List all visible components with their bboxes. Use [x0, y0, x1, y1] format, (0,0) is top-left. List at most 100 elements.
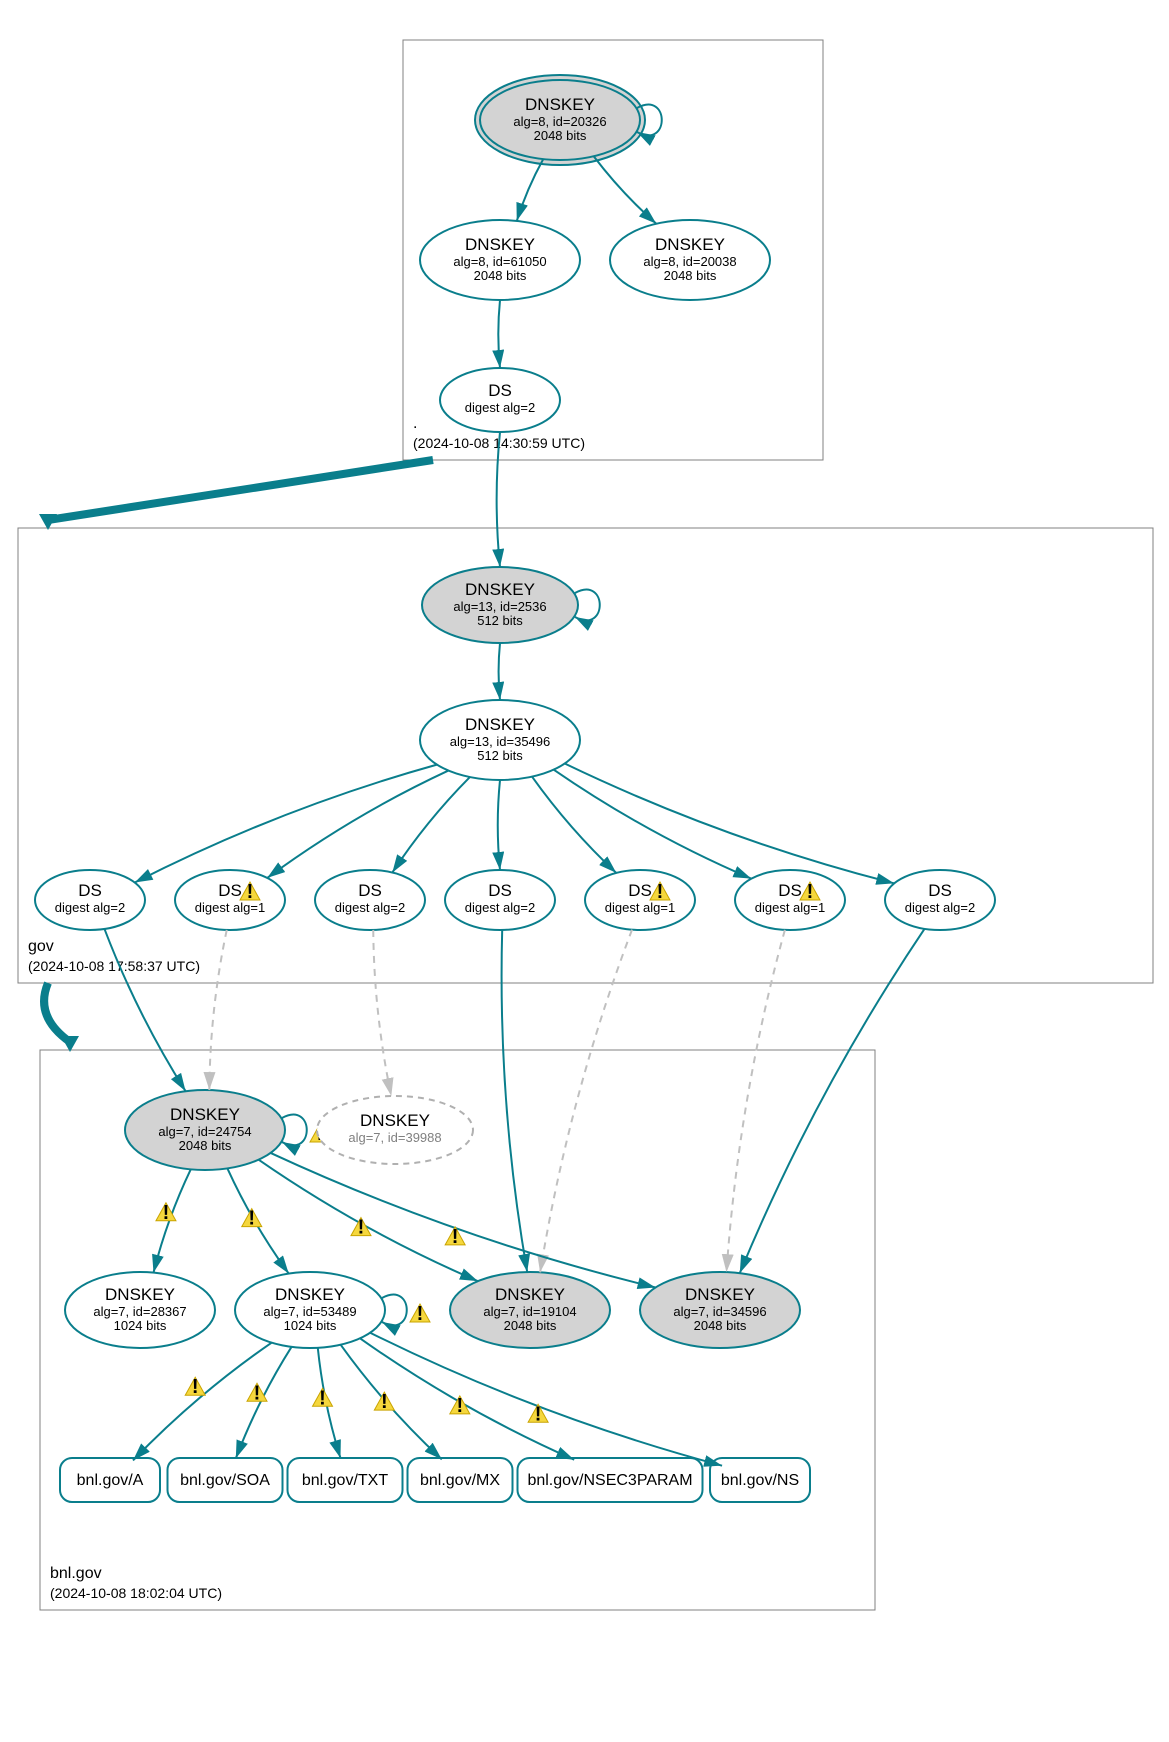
node-bnl_k3: DNSKEYalg=7, id=191042048 bits: [450, 1272, 610, 1348]
svg-text:2048 bits: 2048 bits: [179, 1138, 232, 1153]
svg-text:!: !: [248, 1208, 255, 1230]
node-gov_ds7: DSdigest alg=2: [885, 870, 995, 930]
svg-text:DS: DS: [78, 881, 102, 900]
svg-text:alg=8, id=20326: alg=8, id=20326: [513, 114, 606, 129]
svg-text:1024 bits: 1024 bits: [114, 1318, 167, 1333]
warning-icon: !: [528, 1403, 548, 1425]
node-gov_ds2: DSdigest alg=1: [175, 870, 285, 930]
node-bnl_k2: DNSKEYalg=7, id=534891024 bits: [235, 1272, 407, 1348]
node-root_ksk: DNSKEYalg=8, id=203262048 bits: [475, 75, 662, 165]
edge: [271, 1153, 656, 1288]
svg-text:digest alg=2: digest alg=2: [55, 900, 125, 915]
warning-icon: !: [242, 1208, 262, 1230]
edge: [498, 780, 500, 870]
svg-text:512 bits: 512 bits: [477, 748, 523, 763]
svg-text:!: !: [192, 1376, 199, 1398]
edge: [373, 930, 391, 1096]
dnssec-diagram: .(2024-10-08 14:30:59 UTC)gov(2024-10-08…: [0, 0, 1169, 1742]
svg-text:DNSKEY: DNSKEY: [170, 1105, 240, 1124]
edge: [502, 930, 528, 1272]
node-bnl_kdash: DNSKEYalg=7, id=39988: [317, 1096, 473, 1164]
edge: [532, 777, 616, 873]
svg-text:DS: DS: [488, 381, 512, 400]
svg-text:!: !: [319, 1387, 326, 1409]
edge: [726, 930, 784, 1272]
edge: [370, 1333, 722, 1466]
rrset-rr_soa: bnl.gov/SOA: [168, 1458, 283, 1502]
svg-text:DS: DS: [218, 881, 242, 900]
svg-text:DNSKEY: DNSKEY: [685, 1285, 755, 1304]
svg-text:!: !: [254, 1382, 261, 1404]
node-gov_ds6: DSdigest alg=1: [735, 870, 845, 930]
node-bnl_k4: DNSKEYalg=7, id=345962048 bits: [640, 1272, 800, 1348]
svg-text:2048 bits: 2048 bits: [664, 268, 717, 283]
svg-text:alg=7, id=39988: alg=7, id=39988: [348, 1130, 441, 1145]
edge: [259, 1160, 478, 1281]
svg-text:alg=7, id=24754: alg=7, id=24754: [158, 1124, 251, 1139]
svg-text:alg=7, id=19104: alg=7, id=19104: [483, 1304, 576, 1319]
svg-text:alg=13, id=35496: alg=13, id=35496: [450, 734, 550, 749]
svg-text:digest alg=2: digest alg=2: [905, 900, 975, 915]
svg-text:digest alg=1: digest alg=1: [605, 900, 675, 915]
edge: [554, 770, 752, 879]
svg-text:512 bits: 512 bits: [477, 613, 523, 628]
svg-text:alg=7, id=28367: alg=7, id=28367: [93, 1304, 186, 1319]
warning-icon: !: [313, 1387, 333, 1409]
node-gov_ds1: DSdigest alg=2: [35, 870, 145, 930]
svg-text:DNSKEY: DNSKEY: [275, 1285, 345, 1304]
svg-text:!: !: [163, 1202, 170, 1224]
svg-text:!: !: [807, 881, 814, 903]
svg-text:DS: DS: [928, 881, 952, 900]
svg-text:!: !: [381, 1391, 388, 1413]
zone-timestamp-gov: (2024-10-08 17:58:37 UTC): [28, 958, 200, 974]
edge: [392, 777, 470, 873]
node-gov_ksk: DNSKEYalg=13, id=2536512 bits: [422, 567, 600, 643]
warning-icon: !: [374, 1391, 394, 1413]
node-gov_ds5: DSdigest alg=1: [585, 870, 695, 930]
zone-transition: [44, 983, 70, 1042]
node-bnl_k1: DNSKEYalg=7, id=283671024 bits: [65, 1272, 215, 1348]
zone-label-gov: gov: [28, 938, 54, 955]
node-gov_ds3: DSdigest alg=2: [315, 870, 425, 930]
edge: [565, 764, 895, 884]
svg-text:!: !: [452, 1226, 459, 1248]
edge: [499, 643, 500, 700]
svg-text:bnl.gov/MX: bnl.gov/MX: [420, 1472, 500, 1489]
svg-text:!: !: [456, 1395, 463, 1417]
rrset-rr_mx: bnl.gov/MX: [408, 1458, 513, 1502]
svg-text:bnl.gov/NSEC3PARAM: bnl.gov/NSEC3PARAM: [527, 1472, 692, 1489]
zone-timestamp-bnlgov: (2024-10-08 18:02:04 UTC): [50, 1585, 222, 1601]
edge: [267, 771, 448, 878]
svg-text:!: !: [417, 1303, 424, 1325]
svg-text:digest alg=2: digest alg=2: [465, 400, 535, 415]
edge: [517, 159, 543, 221]
edge: [540, 930, 632, 1273]
svg-text:digest alg=2: digest alg=2: [465, 900, 535, 915]
edge: [209, 930, 226, 1090]
svg-text:!: !: [247, 881, 254, 903]
zone-label-root: .: [413, 415, 417, 432]
warning-icon: !: [410, 1303, 430, 1325]
svg-text:DS: DS: [358, 881, 382, 900]
edge: [360, 1338, 574, 1459]
svg-text:!: !: [657, 881, 664, 903]
svg-text:DNSKEY: DNSKEY: [465, 235, 535, 254]
zone-transition: [48, 460, 433, 520]
svg-text:DS: DS: [488, 881, 512, 900]
svg-text:bnl.gov/NS: bnl.gov/NS: [721, 1472, 799, 1489]
warning-icon: !: [445, 1226, 465, 1248]
svg-text:bnl.gov/SOA: bnl.gov/SOA: [180, 1472, 270, 1489]
svg-text:!: !: [535, 1403, 542, 1425]
svg-text:2048 bits: 2048 bits: [474, 268, 527, 283]
svg-text:DS: DS: [628, 881, 652, 900]
node-gov_ds4: DSdigest alg=2: [445, 870, 555, 930]
svg-text:alg=8, id=61050: alg=8, id=61050: [453, 254, 546, 269]
svg-text:DNSKEY: DNSKEY: [105, 1285, 175, 1304]
svg-text:DNSKEY: DNSKEY: [465, 715, 535, 734]
zone-label-bnlgov: bnl.gov: [50, 1565, 102, 1582]
svg-text:DNSKEY: DNSKEY: [465, 580, 535, 599]
svg-text:DNSKEY: DNSKEY: [360, 1111, 430, 1130]
svg-text:alg=7, id=34596: alg=7, id=34596: [673, 1304, 766, 1319]
node-root_ds: DSdigest alg=2: [440, 368, 560, 432]
rrset-rr_ns: bnl.gov/NS: [710, 1458, 810, 1502]
